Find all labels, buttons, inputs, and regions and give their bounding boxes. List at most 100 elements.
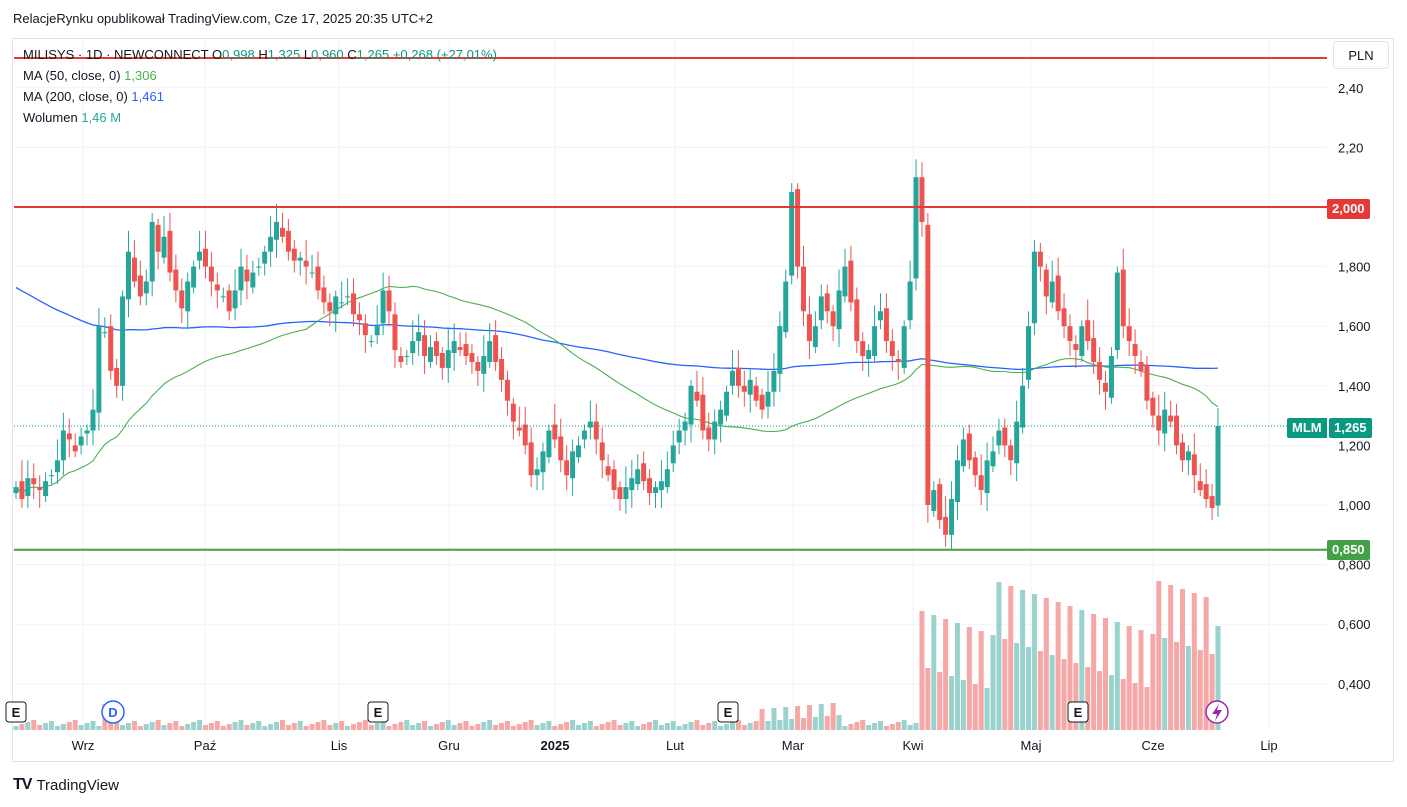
price-tick-label: 2,20 <box>1338 140 1363 155</box>
volume-bar <box>1102 618 1108 730</box>
volume-bar <box>581 723 587 730</box>
ohlc-row[interactable]: MILISYS · 1D · NEWCONNECT O0,998 H1,325 … <box>23 44 497 65</box>
volume-bar <box>202 725 208 730</box>
candle-body <box>60 430 66 461</box>
volume-bar <box>623 723 629 730</box>
currency-button[interactable]: PLN <box>1333 41 1389 69</box>
time-tick-label: Mar <box>782 738 805 753</box>
candle-body <box>576 445 582 458</box>
candle-body <box>806 314 812 342</box>
candle-body <box>220 296 226 298</box>
volume-bar <box>244 725 250 730</box>
candle-body <box>676 430 682 443</box>
candle-body <box>279 227 285 237</box>
candle-body <box>812 326 818 348</box>
volume-bar <box>422 721 428 730</box>
candle-body <box>913 177 919 279</box>
volume-row[interactable]: Wolumen 1,46 M <box>23 107 497 128</box>
candle-body <box>285 230 291 252</box>
time-tick-label: Wrz <box>72 738 95 753</box>
volume-bar <box>226 724 232 730</box>
candle-body <box>712 421 718 440</box>
price-tick-label: 0,800 <box>1338 558 1371 573</box>
earnings-marker-box <box>1067 701 1089 723</box>
candle-body <box>1126 326 1132 342</box>
volume-bar <box>433 724 439 730</box>
candle-body <box>72 445 78 452</box>
volume-bar <box>1014 643 1020 730</box>
volume-bar <box>670 721 676 730</box>
time-tick-label: Lis <box>331 738 348 753</box>
volume-bar <box>410 725 416 730</box>
candle-body <box>587 421 593 428</box>
volume-bar <box>499 723 505 730</box>
candle-body <box>1114 272 1120 351</box>
time-tick-label: Lut <box>666 738 684 753</box>
candle-body <box>43 481 49 497</box>
dividend-marker: D <box>108 705 117 720</box>
ma50-row[interactable]: MA (50, close, 0) 1,306 <box>23 65 497 86</box>
volume-bar <box>37 725 43 730</box>
candle-body <box>1150 397 1156 416</box>
volume-bar <box>268 724 274 730</box>
volume-bar <box>558 724 564 730</box>
candle-body <box>658 481 664 491</box>
volume-bar <box>1120 679 1126 730</box>
earnings-marker-box <box>367 701 389 723</box>
volume-bar <box>315 722 321 730</box>
earnings-marker: E <box>1074 705 1083 720</box>
candle-body <box>232 290 238 309</box>
volume-bar <box>1191 593 1197 730</box>
volume-bar <box>1043 598 1049 730</box>
volume-bar <box>19 724 25 730</box>
tradingview-brand[interactable]: TV TradingView <box>13 776 119 794</box>
volume-bar <box>161 725 167 730</box>
candle-body <box>1203 484 1209 500</box>
volume-bar <box>416 723 422 730</box>
volume-bar <box>1091 614 1097 730</box>
candle-body <box>771 370 777 392</box>
candle-body <box>96 326 102 413</box>
candle-body <box>664 469 670 488</box>
candle-body <box>297 257 303 261</box>
candle-body <box>25 478 31 497</box>
volume-bar <box>984 688 990 730</box>
last-price-tag: 1,265 <box>1329 418 1372 438</box>
volume-bar <box>220 726 226 730</box>
volume-bar <box>854 722 860 730</box>
volume-bar <box>629 721 635 730</box>
candle-body <box>984 460 990 494</box>
earnings-marker-box <box>5 701 27 723</box>
volume-bar <box>587 721 593 730</box>
candle-body <box>333 296 339 315</box>
candle-body <box>925 224 931 505</box>
volume-bar <box>137 726 143 730</box>
candle-body <box>777 326 783 374</box>
candle-body <box>1043 269 1049 297</box>
time-tick-label: 2025 <box>541 738 570 753</box>
candle-body <box>49 475 55 477</box>
candle-body <box>1179 442 1185 461</box>
volume-bar <box>522 722 528 730</box>
volume-bar <box>274 722 280 730</box>
chart-legend: MILISYS · 1D · NEWCONNECT O0,998 H1,325 … <box>23 44 497 128</box>
change-value: +0,268 (+27,01%) <box>392 47 497 62</box>
candle-body <box>19 481 25 500</box>
volume-bar <box>1144 687 1150 730</box>
candle-body <box>1108 356 1114 398</box>
volume-bar <box>889 724 895 730</box>
candle-body <box>724 391 730 416</box>
volume-bar <box>238 720 244 730</box>
candle-body <box>262 251 268 264</box>
candle-body <box>315 266 321 291</box>
volume-bar <box>925 668 931 730</box>
volume-bar <box>78 725 84 730</box>
candle-body <box>238 266 244 291</box>
ma200-row[interactable]: MA (200, close, 0) 1,461 <box>23 86 497 107</box>
candle-body <box>1102 382 1108 392</box>
candle-body <box>1091 338 1097 362</box>
candle-body <box>1002 427 1008 446</box>
candle-body <box>522 424 528 446</box>
volume-bar <box>1061 659 1067 730</box>
